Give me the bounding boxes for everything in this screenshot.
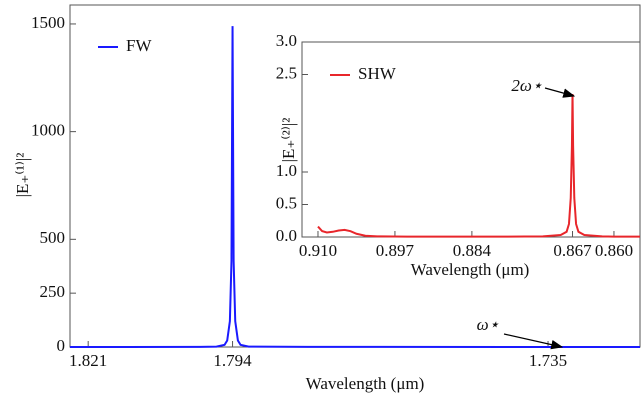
x-tick-label: 0.867 xyxy=(553,241,592,260)
x-tick-label: 0.860 xyxy=(595,241,633,260)
y-tick-label: 1000 xyxy=(31,121,65,140)
y-tick-label: 0.5 xyxy=(276,193,297,212)
x-tick-label: 1.794 xyxy=(213,351,252,370)
y-tick-label: 0 xyxy=(57,336,66,355)
x-axis-label: Wavelength (μm) xyxy=(306,374,425,393)
annotation: ω⋆ xyxy=(477,315,500,334)
annotation: 2ω⋆ xyxy=(511,76,543,95)
y-tick-label: 1500 xyxy=(31,13,65,32)
y-tick-label: 3.0 xyxy=(276,31,297,50)
y-tick-label: 250 xyxy=(40,282,66,301)
y-tick-label: 0.0 xyxy=(276,226,297,245)
y-axis-label: |E₊⁽¹⁾|² xyxy=(13,153,32,198)
series-line xyxy=(69,26,641,348)
x-tick-label: 0.910 xyxy=(299,241,337,260)
x-tick-label: 1.735 xyxy=(529,351,567,370)
y-tick-label: 500 xyxy=(40,228,66,247)
annotation-arrow xyxy=(544,87,576,98)
annotation-arrow xyxy=(503,333,564,350)
x-tick-label: 0.897 xyxy=(376,241,415,260)
x-tick-label: 0.884 xyxy=(453,241,492,260)
y-tick-label: 1.0 xyxy=(276,161,297,180)
legend-label: FW xyxy=(126,36,152,55)
x-axis-label: Wavelength (μm) xyxy=(411,260,530,279)
plot-area xyxy=(301,41,641,238)
legend-label: SHW xyxy=(358,64,397,83)
y-tick-label: 2.5 xyxy=(276,63,297,82)
x-tick-label: 1.821 xyxy=(69,351,107,370)
y-axis-label: |E₊⁽²⁾|² xyxy=(279,118,298,163)
series-line xyxy=(317,93,640,238)
